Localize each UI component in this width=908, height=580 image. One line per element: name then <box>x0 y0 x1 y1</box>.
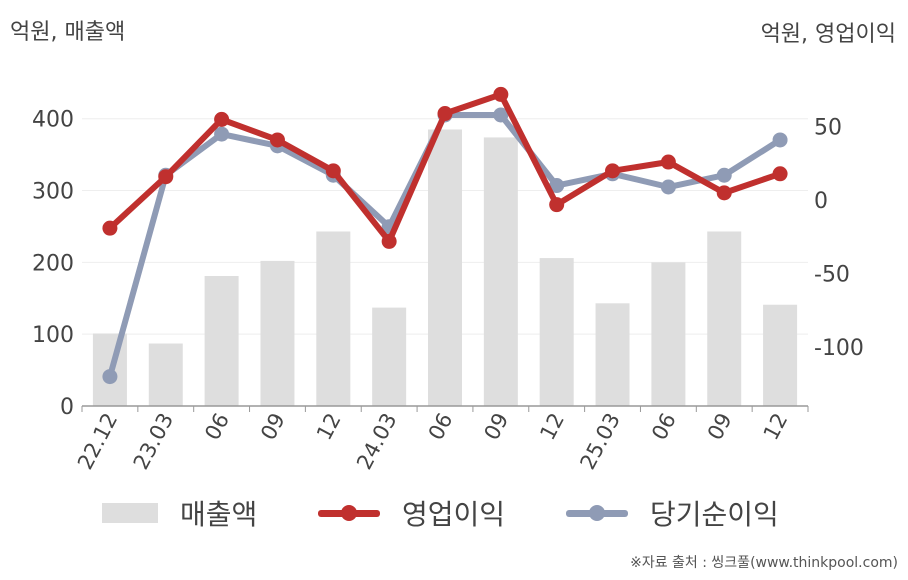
operating-profit-point <box>269 132 285 148</box>
left-axis-tick-label: 100 <box>32 323 74 348</box>
left-axis-tick-label: 300 <box>32 180 74 205</box>
profit-lines <box>102 86 788 385</box>
left-axis-tick-label: 400 <box>32 108 74 133</box>
net-income-point <box>493 107 509 123</box>
right-axis-tick-label: 0 <box>814 189 828 214</box>
operating-profit-point <box>381 233 397 249</box>
operating-profit-point <box>549 197 565 213</box>
data-source-note: ※자료 출처 : 씽크풀(www.thinkpool.com) <box>630 555 898 571</box>
right-axis-tick-label: -50 <box>814 263 850 288</box>
legend-label-net-income: 당기순이익 <box>650 498 779 531</box>
revenue-bar <box>595 303 630 406</box>
operating-profit-point <box>325 163 341 179</box>
axes <box>81 405 809 412</box>
x-axis-category-label: 06 <box>200 409 234 444</box>
revenue-bar <box>707 231 742 406</box>
x-axis-category-label: 23.03 <box>129 409 178 473</box>
revenue-bar <box>428 129 462 406</box>
revenue-bar <box>260 260 295 406</box>
left-axis-tick-label: 200 <box>32 251 74 276</box>
x-axis-category-label: 22.12 <box>73 409 122 473</box>
legend-label-revenue: 매출액 <box>180 498 258 531</box>
operating-profit-point <box>493 86 509 102</box>
operating-profit-point <box>605 163 621 179</box>
x-axis-category-label: 06 <box>424 409 458 444</box>
legend-swatch-bar <box>102 503 158 523</box>
revenue-bars <box>92 129 798 406</box>
x-axis-category-label: 09 <box>256 409 290 444</box>
legend-swatch-net-line <box>566 503 628 523</box>
revenue-bar <box>372 307 407 406</box>
x-axis-category-label: 24.03 <box>352 409 401 473</box>
operating-profit-point <box>158 169 174 185</box>
net-income-point <box>549 178 565 194</box>
revenue-bar <box>316 231 351 406</box>
x-axis-category-label: 09 <box>703 409 737 444</box>
legend-label-operating-profit: 영업이익 <box>402 498 506 531</box>
net-income-point <box>772 132 788 148</box>
x-axis-category-label: 25.03 <box>576 409 625 473</box>
x-axis-category-label: 12 <box>535 409 569 444</box>
right-axis-unit: 억원, 영업이익 <box>760 22 896 47</box>
x-axis-category-label: 06 <box>647 409 681 444</box>
revenue-bar <box>483 137 518 406</box>
legend-item-operating-profit: 영업이익 <box>318 490 505 536</box>
net-income-point <box>716 167 732 183</box>
operating-profit-point <box>102 220 118 236</box>
operating-profit-point <box>437 106 453 122</box>
net-income-point <box>102 369 118 385</box>
right-axis-tick-label: -100 <box>814 336 864 361</box>
legend-item-revenue: 매출액 <box>102 490 257 536</box>
revenue-bar <box>539 258 574 406</box>
revenue-bar <box>148 343 183 406</box>
left-axis-tick-label: 0 <box>60 395 74 420</box>
revenue-bar <box>204 276 239 406</box>
x-axis-category-label: 12 <box>312 409 346 444</box>
operating-profit-point <box>214 111 230 127</box>
net-income-point <box>214 126 230 142</box>
operating-profit-point <box>716 185 732 201</box>
x-axis-category-label: 12 <box>759 409 793 444</box>
legend-swatch-op-line <box>318 503 380 523</box>
net-income-point <box>660 179 676 195</box>
right-axis-tick-label: 50 <box>814 116 842 141</box>
x-axis-category-label: 09 <box>480 409 514 444</box>
legend: 매출액 영업이익 당기순이익 <box>0 490 908 536</box>
left-axis-unit: 억원, 매출액 <box>10 20 126 45</box>
legend-item-net-income: 당기순이익 <box>566 490 779 536</box>
operating-profit-point <box>772 166 788 182</box>
revenue-bar <box>763 304 798 406</box>
operating-profit-point <box>660 154 676 170</box>
revenue-bar <box>651 262 686 406</box>
